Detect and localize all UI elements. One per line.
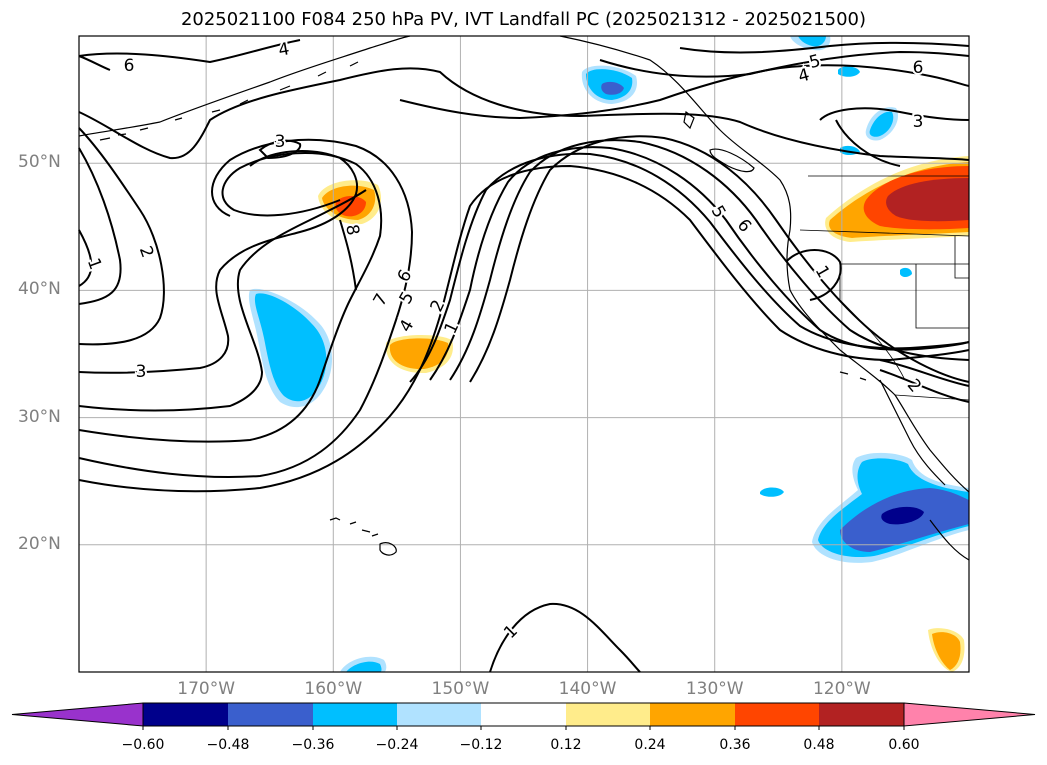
pv-contour-line [78, 147, 122, 305]
pv-contour-line [819, 107, 970, 121]
baja-california-coastline [879, 379, 946, 486]
pv-contour-line [785, 249, 842, 301]
pv-contour-line [469, 135, 970, 383]
state-border [915, 264, 969, 329]
pv-contour-line [339, 219, 357, 291]
colorbar-tick-label: 0.12 [550, 737, 582, 753]
colorbar-tick-label: 0.48 [803, 737, 835, 753]
colorbar-tick-label: −0.60 [121, 737, 165, 753]
map-title: 2025021100 F084 250 hPa PV, IVT Landfall… [180, 9, 867, 30]
longitude-label: 150°W [431, 679, 490, 699]
latitude-label: 20°N [18, 533, 61, 554]
ivt-negative-region [900, 267, 912, 277]
colorbar-segment [481, 703, 566, 726]
colorbar-tick-label: 0.36 [719, 737, 751, 753]
haida-gwaii [683, 110, 695, 130]
colorbar-segment [397, 703, 481, 726]
pv-contour-label: 3 [275, 132, 286, 152]
vancouver-island [709, 148, 755, 173]
colorbar-segment [650, 703, 735, 726]
alaska-panhandle-coastline [559, 35, 792, 231]
pv-contour-line [879, 359, 970, 387]
colorbar-segment [313, 703, 397, 726]
longitude-label: 130°W [685, 679, 744, 699]
colorbar-tick-label: −0.48 [206, 737, 250, 753]
colorbar-segment [735, 703, 819, 726]
pv-contour-label: 3 [913, 112, 924, 132]
ivt-positive-region [886, 178, 969, 222]
pv-contours [78, 39, 970, 673]
colorbar-tick-label: −0.24 [375, 737, 419, 753]
colorbar-segment [228, 703, 313, 726]
state-border [799, 229, 970, 237]
colorbar-tick-label: −0.36 [291, 737, 335, 753]
latitude-label: 40°N [18, 279, 61, 300]
colorbar-segment [566, 703, 650, 726]
us-west-coastline [786, 229, 970, 493]
pv-contour-line [78, 229, 93, 287]
pv-contour-line [679, 42, 970, 54]
sw-islands [839, 371, 867, 381]
pv-contour-line [399, 64, 970, 120]
ivt-negative-region [760, 487, 784, 497]
ivt-negative-region [838, 66, 860, 77]
colorbar-tick-label: −0.12 [459, 737, 503, 753]
plot-frame [78, 35, 970, 673]
pv-contour-line [879, 369, 970, 403]
colorbar-segment [819, 703, 904, 726]
longitude-label: 140°W [558, 679, 617, 699]
pv-contour-line [258, 139, 302, 160]
colorbar-segment [143, 703, 228, 726]
plot-area [79, 36, 969, 672]
longitude-label: 170°W [177, 679, 236, 699]
pv-contour-line [489, 602, 641, 673]
colorbar-extend-high [903, 702, 1036, 727]
pv-contour-label: 6 [913, 58, 924, 78]
pv-contour-line [449, 139, 970, 381]
pv-contour-label: 6 [124, 56, 135, 76]
longitude-label: 160°W [304, 679, 363, 699]
hawaii-islands [329, 517, 397, 556]
latitude-label: 30°N [18, 406, 61, 427]
pv-contour-line [599, 50, 970, 78]
colorbar-tick-label: 0.24 [634, 737, 666, 753]
colorbar [11, 702, 1036, 730]
ivt-negative-region [798, 36, 826, 47]
pv-contour-line [78, 189, 367, 412]
pv-contour-line [78, 39, 301, 64]
colorbar-frame [142, 702, 905, 727]
pv-contour-line [835, 119, 901, 167]
pv-contour-line [78, 127, 165, 346]
ivt-negative-region [254, 293, 327, 402]
ivt-negative-region [881, 506, 924, 525]
pv-contour-line [78, 67, 970, 161]
latitude-label: 50°N [18, 152, 61, 173]
alaska-coastline [78, 35, 411, 137]
ivt-positive-region [932, 632, 961, 670]
longitude-label: 120°W [812, 679, 871, 699]
ivt-negative-region [869, 111, 894, 137]
ivt-negative-region [346, 661, 382, 672]
pv-contour-line [78, 55, 111, 71]
ivt-negative-region [601, 81, 624, 95]
colorbar-tick-label: 0.60 [888, 737, 920, 753]
pv-contour-line [429, 146, 970, 381]
pv-contour-label: 3 [136, 362, 147, 382]
coastlines [78, 35, 970, 561]
pv-contour-label: 4 [277, 39, 291, 61]
mexico-coastline [929, 519, 970, 561]
pv-contour-line [78, 151, 383, 443]
colorbar-extend-low [11, 702, 144, 727]
pv-contour-line [78, 138, 414, 478]
state-border [954, 236, 969, 279]
